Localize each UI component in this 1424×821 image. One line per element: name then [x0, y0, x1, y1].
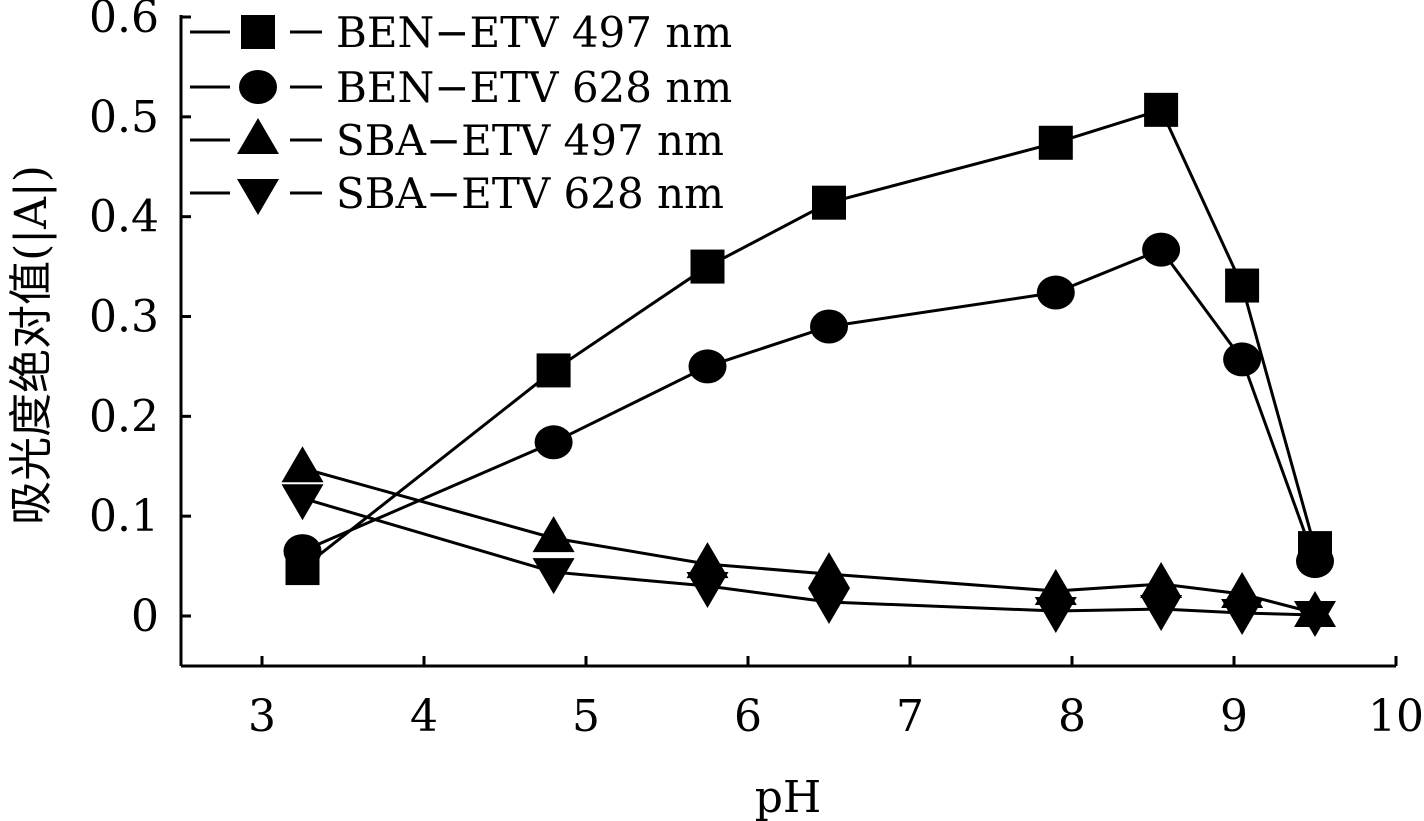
- data-point: [808, 552, 850, 589]
- y-tick-label: 0.6: [89, 0, 159, 43]
- data-point: [686, 572, 729, 609]
- legend-label: SBA−ETV 497 nm: [336, 116, 724, 165]
- data-point: [1223, 342, 1262, 377]
- data-point: [686, 542, 729, 579]
- data-point: [1294, 601, 1336, 638]
- data-point: [532, 516, 575, 553]
- y-tick-label: 0: [131, 591, 159, 642]
- data-point: [1140, 595, 1183, 632]
- x-axis-label: pH: [755, 772, 822, 821]
- x-tick-label: 5: [572, 691, 600, 742]
- series-line: [301, 247, 1317, 562]
- y-tick-label: 0.1: [89, 491, 159, 542]
- legend-marker: [239, 70, 277, 104]
- data-point: [1144, 92, 1179, 127]
- legend-label: BEN−ETV 497 nm: [336, 8, 732, 57]
- data-point: [810, 309, 848, 344]
- data-point: [1034, 569, 1077, 606]
- data-point: [532, 558, 575, 595]
- series-line: [302, 496, 1316, 617]
- data-point: [283, 534, 322, 569]
- y-tick-label: 0.3: [89, 292, 159, 343]
- y-tick-label: 0.4: [89, 192, 159, 243]
- series-markers: [281, 92, 1336, 638]
- data-point: [1036, 275, 1075, 310]
- series-lines: [301, 108, 1317, 617]
- data-point: [812, 185, 846, 220]
- x-tick-label: 10: [1368, 691, 1424, 742]
- data-point: [1296, 544, 1334, 579]
- data-point: [1140, 562, 1183, 599]
- series-line: [301, 108, 1317, 570]
- data-point: [281, 484, 324, 521]
- legend-label: BEN−ETV 628 nm: [336, 63, 732, 112]
- data-point: [1038, 125, 1073, 160]
- axes: 0 0.1 0.2 0.3 0.4 0.5 0.6 3 4 5 6 7 8 9 10: [89, 0, 1424, 742]
- x-tick-label: 4: [410, 691, 438, 742]
- legend-marker: [237, 118, 279, 154]
- y-axis-label: 吸光度绝对值(|A|): [6, 165, 57, 525]
- data-point: [1225, 268, 1260, 303]
- data-point: [690, 249, 725, 284]
- y-tick-label: 0.2: [89, 391, 159, 442]
- x-tick-label: 6: [734, 691, 762, 742]
- series-line: [302, 466, 1316, 615]
- data-point: [808, 588, 850, 625]
- data-point: [688, 349, 727, 384]
- x-tick-label: 3: [248, 691, 276, 742]
- data-point: [534, 425, 573, 460]
- data-point: [1142, 232, 1181, 267]
- x-tick-label: 7: [896, 691, 924, 742]
- legend-marker: [241, 15, 275, 49]
- x-tick-label: 8: [1058, 691, 1086, 742]
- data-point: [281, 446, 324, 483]
- data-point: [536, 353, 571, 388]
- legend-label: SBA−ETV 628 nm: [336, 169, 724, 218]
- data-point: [1034, 597, 1077, 634]
- y-tick-label: 0.5: [89, 92, 159, 143]
- x-tick-label: 9: [1220, 691, 1248, 742]
- legend-marker: [237, 179, 279, 215]
- data-point: [1221, 599, 1264, 636]
